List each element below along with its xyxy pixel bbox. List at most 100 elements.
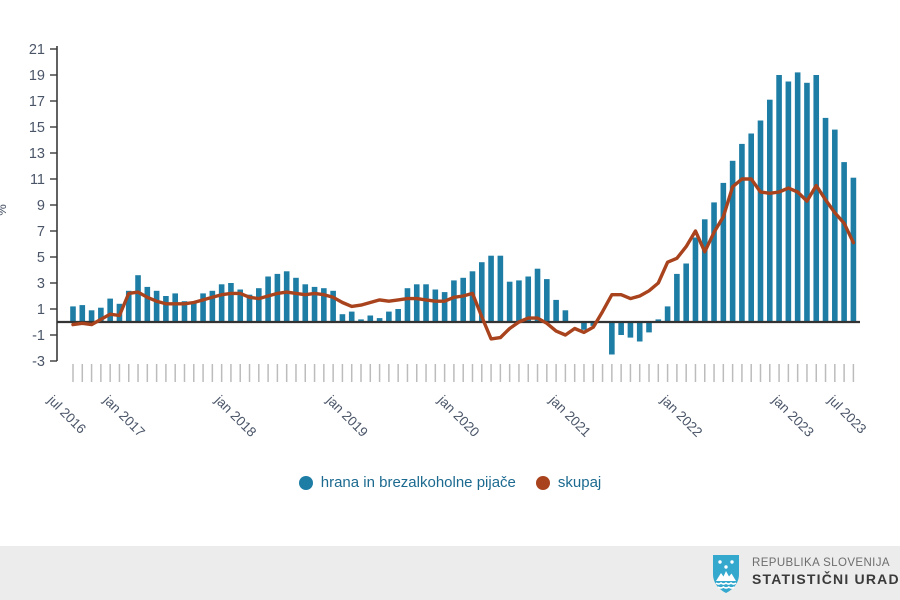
legend-label-total: skupaj — [557, 474, 602, 491]
bar — [646, 322, 652, 333]
x-tick-label: jul 2023 — [825, 392, 870, 437]
bar — [172, 293, 178, 322]
bar — [506, 281, 513, 322]
y-tick-label: 1 — [37, 302, 45, 318]
bar — [163, 296, 169, 322]
bar — [562, 310, 569, 322]
bar — [460, 277, 467, 322]
bar — [544, 279, 550, 322]
bar — [302, 284, 309, 322]
x-tick-label: jan 2019 — [323, 392, 371, 440]
bar — [135, 275, 141, 322]
bar — [98, 307, 104, 322]
bar — [70, 306, 76, 322]
y-tick-label: 13 — [29, 146, 45, 162]
bar — [451, 280, 457, 322]
bar — [265, 276, 271, 322]
bar — [200, 293, 206, 322]
y-tick-label: 7 — [37, 224, 45, 240]
bar — [655, 319, 662, 322]
bar — [376, 318, 383, 322]
bar — [181, 301, 188, 322]
footer-statisticni-urad: STATISTIČNI URAD — [752, 571, 900, 587]
x-tick-label: jan 2020 — [434, 392, 482, 440]
legend-item-total: skupaj — [535, 474, 602, 491]
total-line — [71, 177, 856, 341]
bar — [321, 288, 327, 322]
chart-legend: hrana in brezalkoholne pijače skupaj — [0, 474, 900, 491]
bar — [367, 315, 374, 322]
bar — [311, 286, 318, 322]
y-axis-title-text: % — [0, 204, 9, 216]
bar — [228, 283, 234, 322]
bar — [841, 162, 847, 322]
bar — [581, 322, 587, 330]
bar — [478, 262, 485, 322]
bar — [729, 160, 736, 322]
bar — [720, 182, 727, 322]
bar — [609, 322, 615, 355]
total-line-series — [71, 177, 856, 341]
y-tick-label: -3 — [32, 354, 45, 370]
bar — [144, 286, 151, 322]
bar — [348, 311, 355, 322]
food-bars-series — [70, 72, 857, 355]
bar — [497, 255, 504, 322]
bar — [664, 306, 671, 322]
bar — [293, 277, 299, 322]
month-ticks — [72, 364, 855, 382]
total-legend-dot-icon — [535, 475, 550, 490]
bar — [218, 284, 225, 322]
bar — [739, 143, 745, 322]
slovenia-coat-of-arms-icon — [713, 555, 739, 593]
bar — [283, 271, 290, 322]
y-tick-label: -1 — [32, 328, 45, 344]
y-tick-label: 17 — [29, 94, 45, 110]
bar — [190, 302, 197, 322]
y-tick-label: 11 — [30, 172, 45, 188]
bar — [748, 133, 755, 322]
bar — [785, 81, 792, 322]
bar — [237, 289, 244, 322]
y-tick-label: 15 — [29, 120, 45, 136]
footer-band: REPUBLIKA SLOVENIJA STATISTIČNI URAD — [0, 546, 900, 600]
bar — [339, 314, 346, 322]
bar — [757, 120, 764, 322]
x-axis-labels: jul 2016 jan 2017 jan 2018 jan 2019 jan 2020… — [44, 392, 869, 440]
bar — [776, 75, 782, 322]
bar — [88, 310, 95, 322]
bar — [441, 292, 448, 322]
legend-label-food: hrana in brezalkoholne pijače — [320, 474, 516, 491]
bar — [256, 288, 262, 322]
bar — [832, 129, 838, 322]
bar — [404, 288, 411, 322]
x-tick-label: jan 2022 — [657, 392, 705, 440]
y-tick-label: 5 — [37, 250, 45, 266]
footer-republika-slovenija: REPUBLIKA SLOVENIJA — [752, 557, 890, 569]
bar — [618, 322, 624, 335]
bar — [766, 99, 773, 322]
y-tick-label: 3 — [37, 276, 45, 292]
bar — [125, 290, 132, 322]
bar — [553, 299, 559, 322]
bar — [386, 311, 392, 322]
bar — [274, 273, 281, 322]
bar — [488, 255, 494, 322]
bar — [683, 263, 689, 322]
bar — [79, 305, 86, 322]
bar — [413, 284, 420, 322]
bar — [636, 322, 643, 342]
bar — [813, 75, 820, 322]
bar — [358, 319, 364, 322]
legend-item-food: hrana in brezalkoholne pijače — [298, 474, 516, 491]
bar — [153, 290, 160, 322]
x-tick-label: jan 2023 — [769, 392, 817, 440]
bar — [711, 202, 717, 322]
x-tick-label: jul 2016 — [44, 392, 89, 437]
bar — [107, 298, 113, 322]
bar — [432, 289, 439, 322]
bar — [692, 237, 699, 322]
x-tick-label: jan 2017 — [100, 392, 148, 440]
bar — [701, 219, 708, 322]
